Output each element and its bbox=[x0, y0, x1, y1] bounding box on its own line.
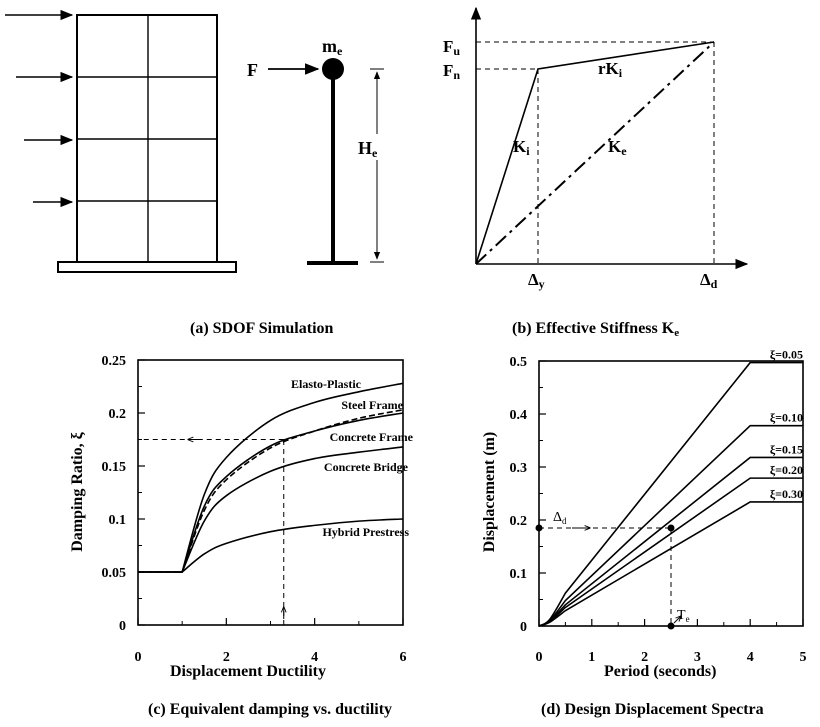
y-tick-label: 0.4 bbox=[510, 408, 528, 423]
series-label-steel-frame: Steel Frame bbox=[341, 398, 403, 412]
mass-label: me bbox=[322, 36, 343, 58]
x-tick-label: 5 bbox=[800, 650, 807, 665]
chart-damping-vs-ductility: Elasto-Plastic Steel Frame Concrete Frame C… bbox=[69, 354, 414, 718]
caption-d: (d) Design Displacement Spectra bbox=[541, 701, 764, 718]
y-tick-label: 0.25 bbox=[102, 354, 127, 369]
series-label-hybrid-prestress: Hybrid Prestress bbox=[322, 525, 409, 539]
spectrum-label-xi-005: ξ=0.05 bbox=[770, 348, 803, 362]
x-tick-label: 4 bbox=[311, 650, 318, 665]
spectrum-label-xi-015: ξ=0.15 bbox=[770, 442, 803, 456]
x-tick-label: 0 bbox=[536, 650, 543, 665]
x-axis-label: Displacement Ductility bbox=[170, 663, 326, 680]
x-tick-label: 0 bbox=[135, 650, 142, 665]
y-tick-label: 0 bbox=[119, 619, 126, 634]
height-label: He bbox=[358, 138, 378, 160]
y-tick-label: 0.2 bbox=[109, 407, 127, 422]
y-tick-label: 0.1 bbox=[109, 513, 127, 528]
series-line-concrete-bridge bbox=[138, 446, 404, 573]
spectrum-label-xi-010: ξ=0.10 bbox=[770, 411, 803, 425]
diag-arrow-icon bbox=[673, 616, 681, 624]
y-tick-label: 0.15 bbox=[102, 460, 127, 475]
y-tick-label: 0.05 bbox=[102, 566, 127, 581]
panel-b-stiffness: Fu Fn rKi Ki Ke Δy Δd (b) Effective Stif… bbox=[443, 6, 749, 339]
fn-label: Fn bbox=[443, 61, 460, 82]
y-tick-label: 0 bbox=[520, 620, 527, 635]
building-frame bbox=[57, 14, 237, 273]
y-tick-label: 0.1 bbox=[510, 567, 528, 582]
y-axis-label: Damping Ratio, ξ bbox=[69, 431, 86, 551]
x-tick-label: 1 bbox=[588, 650, 595, 665]
x-tick-label: 2 bbox=[223, 650, 230, 665]
series-label-concrete-bridge: Concrete Bridge bbox=[324, 460, 409, 474]
x-tick-label: 2 bbox=[641, 650, 648, 665]
ke-label: Ke bbox=[608, 137, 627, 158]
caption-a: (a) SDOF Simulation bbox=[190, 320, 334, 337]
series-label-elasto-plastic: Elasto-Plastic bbox=[291, 377, 362, 391]
delta-d-label: Δd bbox=[553, 510, 567, 526]
lateral-load-arrows bbox=[5, 9, 74, 208]
y-axis-label: Displacement (m) bbox=[481, 432, 498, 552]
series-label-concrete-frame: Concrete Frame bbox=[330, 430, 414, 444]
y-tick-label: 0.5 bbox=[510, 355, 528, 370]
chart-displacement-spectra: 0 0.1 0.2 0.3 0.4 0.5 0 1 2 3 4 5 ξ=0.05 ξ=0.10 ξ=0.1… bbox=[481, 348, 807, 718]
series-line-elasto-plastic bbox=[138, 382, 404, 573]
spectrum-label-xi-030: ξ=0.30 bbox=[770, 487, 803, 501]
y-tick-label: 0.2 bbox=[510, 514, 528, 529]
dd-label: Δd bbox=[700, 270, 718, 291]
x-tick-label: 6 bbox=[400, 650, 407, 665]
panel-a-sdof: F me He (a) SDOF Simulation bbox=[5, 9, 386, 337]
fu-label: Fu bbox=[443, 37, 460, 58]
x-tick-label: 3 bbox=[694, 650, 701, 665]
te-label: Te bbox=[677, 608, 690, 624]
x-tick-label: 4 bbox=[747, 650, 754, 665]
dy-label: Δy bbox=[528, 270, 545, 291]
design-point-marker bbox=[667, 524, 675, 532]
mass-icon bbox=[322, 58, 344, 80]
series-line-concrete-frame bbox=[138, 409, 404, 573]
rki-label: rKi bbox=[598, 59, 623, 80]
series-line-hybrid-prestress bbox=[138, 518, 404, 573]
spectrum-label-xi-020: ξ=0.20 bbox=[770, 463, 803, 477]
plot-frame bbox=[137, 359, 404, 626]
y-tick-label: 0.3 bbox=[510, 461, 528, 476]
plot-frame bbox=[538, 360, 804, 627]
sdof-oscillator: F me He bbox=[247, 36, 386, 265]
force-label: F bbox=[247, 60, 258, 80]
x-axis-label: Period (seconds) bbox=[604, 663, 716, 680]
caption-b: (b) Effective Stiffness Ke bbox=[512, 320, 679, 339]
ki-label: Ki bbox=[513, 137, 530, 158]
effective-stiffness-line bbox=[475, 41, 715, 265]
caption-c: (c) Equivalent damping vs. ductility bbox=[148, 701, 392, 718]
series-line-steel-frame bbox=[138, 412, 404, 573]
